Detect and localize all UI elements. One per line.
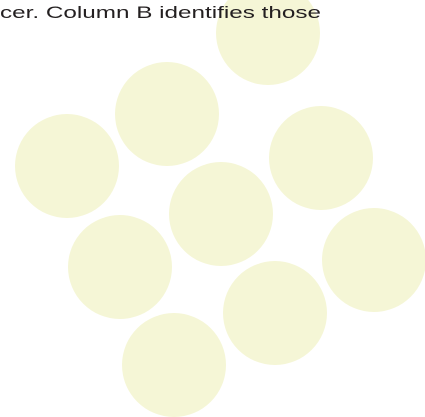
circle bbox=[322, 208, 425, 312]
circle bbox=[15, 114, 119, 218]
circle bbox=[169, 162, 273, 266]
body-text: cer. Column B identifies those bbox=[0, 3, 321, 22]
circle bbox=[269, 106, 373, 210]
circle-pattern bbox=[15, 0, 425, 417]
circle bbox=[68, 215, 172, 319]
circle bbox=[122, 313, 226, 417]
circle bbox=[223, 261, 327, 365]
circle bbox=[115, 62, 219, 166]
circle bbox=[216, 0, 320, 85]
